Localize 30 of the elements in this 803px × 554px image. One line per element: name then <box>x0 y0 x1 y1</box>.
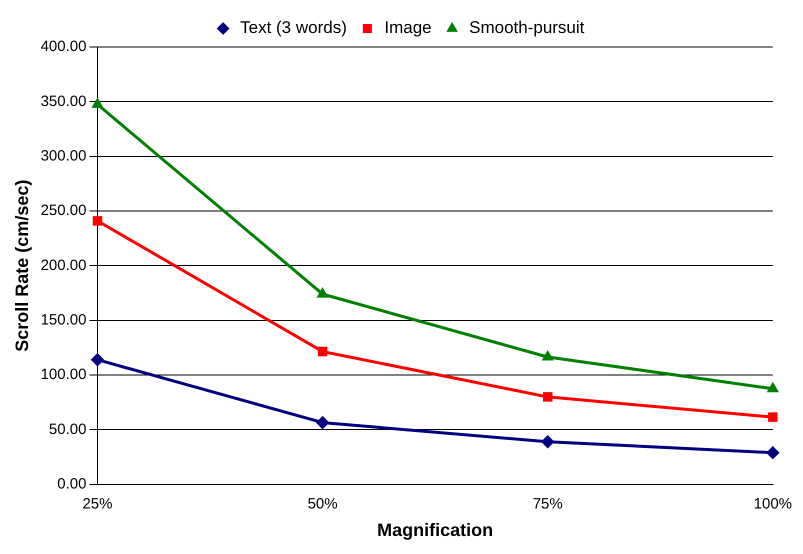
y-tick-label: 400.00 <box>40 38 86 56</box>
x-tick-label: 50% <box>308 496 338 513</box>
legend-label: Text (3 words) <box>240 18 347 38</box>
y-tick-label: 0.00 <box>57 476 86 493</box>
x-tick-label: 75% <box>532 496 563 513</box>
point <box>541 435 554 448</box>
point <box>92 98 104 108</box>
legend-label: Smooth-pursuit <box>469 18 585 38</box>
y-tick-label: 50.00 <box>48 420 86 438</box>
point <box>767 382 779 392</box>
y-tick-label: 300.00 <box>40 147 86 164</box>
y-tick-label: 200.00 <box>40 256 86 274</box>
point <box>90 353 104 366</box>
point <box>766 446 780 460</box>
x-tick-label: 100% <box>754 496 792 513</box>
point <box>768 412 778 422</box>
legend-label: Image <box>384 18 432 38</box>
x-tick-label: 25% <box>82 496 112 513</box>
point <box>542 350 554 361</box>
point <box>316 288 328 298</box>
point <box>318 346 328 356</box>
point <box>316 416 330 430</box>
y-axis-title: Scroll Rate (cm/sec) <box>12 180 32 352</box>
point <box>542 392 552 402</box>
y-tick-label: 350.00 <box>40 92 86 110</box>
point <box>92 216 102 226</box>
y-tick-label: 150.00 <box>40 312 86 329</box>
y-tick-label: 250.00 <box>40 202 86 220</box>
x-axis-title: Magnification <box>377 520 494 540</box>
y-tick-label: 100.00 <box>40 366 86 384</box>
